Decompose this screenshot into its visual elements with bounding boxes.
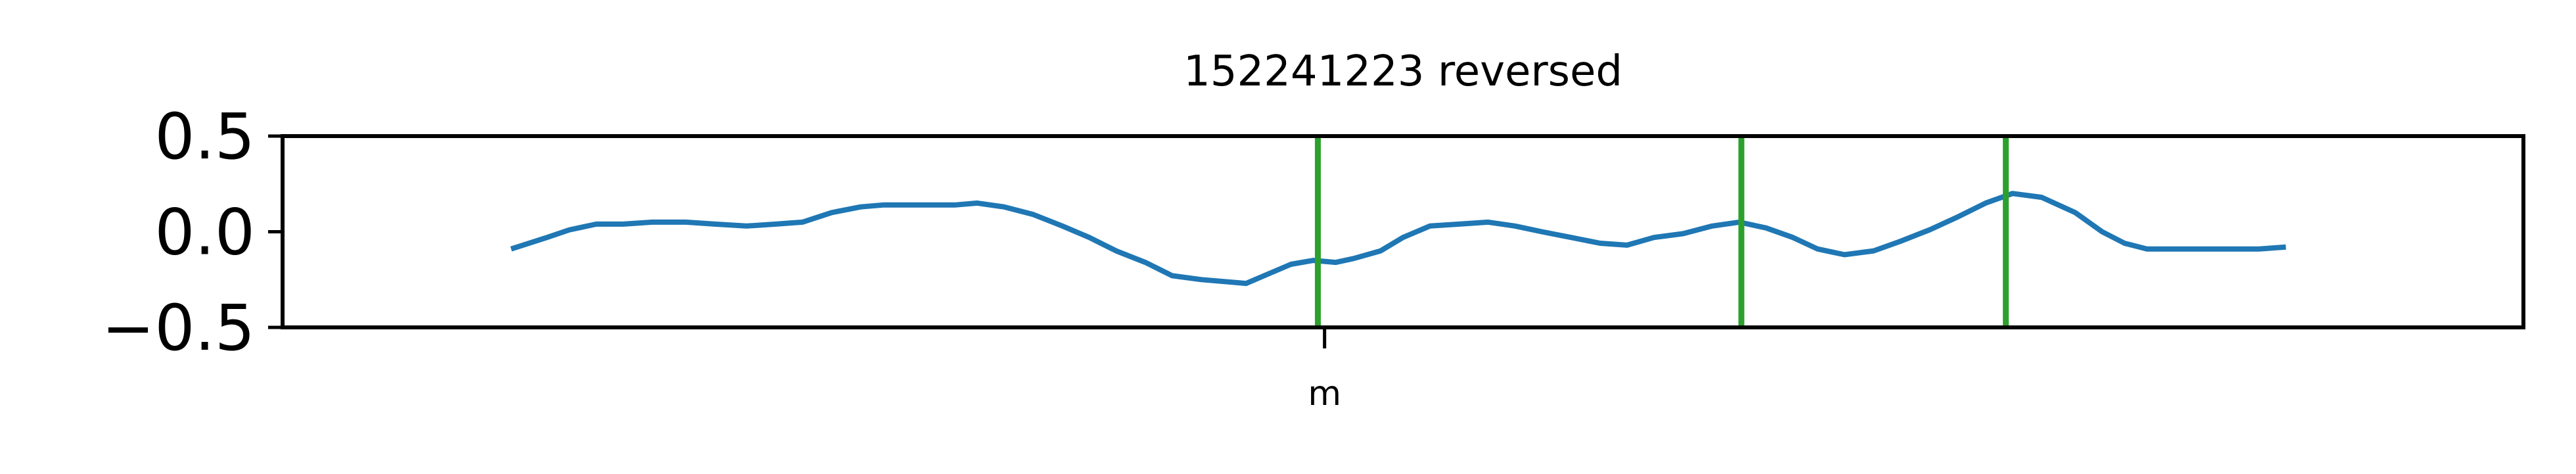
y-tick-label: −0.5 <box>102 291 255 365</box>
y-tick-label: 0.5 <box>154 100 255 174</box>
axes: 0.5 0.0 −0.5 m <box>102 100 1341 414</box>
plot-area <box>510 136 2286 327</box>
series-line-0 <box>510 191 2286 287</box>
plot-frame <box>281 134 2525 329</box>
chart-title: 152241223 reversed <box>1184 47 1622 96</box>
x-tick-label: m <box>1308 374 1341 414</box>
y-tick-label: 0.0 <box>154 196 255 270</box>
